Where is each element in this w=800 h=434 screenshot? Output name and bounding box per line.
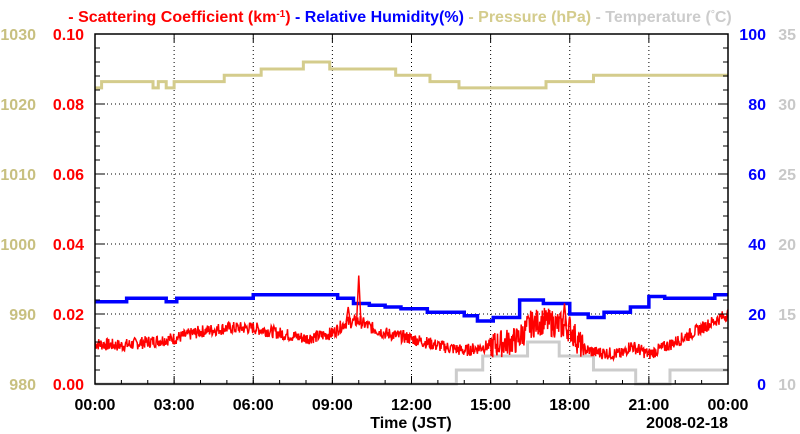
- scattering-tick-label: 0.04: [53, 237, 84, 254]
- humidity-tick-label: 40: [748, 237, 766, 254]
- humidity-tick-label: 60: [748, 167, 766, 184]
- x-tick-label: 06:00: [233, 397, 274, 414]
- scattering-tick-label: 0.00: [53, 377, 84, 394]
- legend-item: - Scattering Coefficient (km: [68, 9, 276, 26]
- legend-item: - Temperature (: [591, 9, 711, 26]
- grid: [95, 34, 728, 384]
- pressure-tick-label: 1020: [0, 97, 36, 114]
- series-pressure: [95, 60, 728, 90]
- series-scattering-coefficient: [94, 307, 729, 363]
- scattering-spike: [355, 275, 362, 322]
- scattering-tick-label: 0.10: [53, 27, 84, 44]
- humidity-tick-label: 100: [739, 27, 766, 44]
- temperature-tick-label: 20: [778, 237, 796, 254]
- series-relative-humidity: [95, 293, 728, 323]
- x-tick-label: 03:00: [154, 397, 195, 414]
- x-tick-label: 18:00: [549, 397, 590, 414]
- x-tick-label: 12:00: [391, 397, 432, 414]
- scattering-tick-label: 0.08: [53, 97, 84, 114]
- temperature-tick-label: 30: [778, 97, 796, 114]
- scattering-spike: [345, 306, 352, 323]
- pressure-tick-label: 990: [9, 307, 36, 324]
- legend-item: - Relative Humidity(%): [291, 9, 464, 26]
- scattering-spike: [561, 303, 568, 327]
- x-tick-label: 00:00: [75, 397, 116, 414]
- legend-item: - Pressure (hPa): [464, 9, 591, 26]
- temperature-tick-label: 25: [778, 167, 796, 184]
- temperature-tick-label: 10: [778, 377, 796, 394]
- temperature-tick-label: 35: [778, 27, 796, 44]
- legend: - Scattering Coefficient (km-1) - Relati…: [68, 9, 731, 27]
- legend-sup: °: [711, 9, 715, 20]
- ticks: 00:00 03:00 06:00 09:00 12:00 15:00 18:00 21:00…: [0, 27, 796, 414]
- humidity-tick-label: 0: [757, 377, 766, 394]
- legend-close: C): [715, 9, 732, 26]
- x-tick-label: 09:00: [312, 397, 353, 414]
- scattering-tick-label: 0.02: [53, 307, 84, 324]
- pressure-tick-label: 1000: [0, 237, 36, 254]
- date-label: 2008-02-18: [646, 415, 728, 432]
- x-axis-label: Time (JST): [370, 415, 452, 432]
- humidity-tick-label: 20: [748, 307, 766, 324]
- pressure-tick-label: 1030: [0, 27, 36, 44]
- humidity-tick-label: 80: [748, 97, 766, 114]
- x-tick-label: 00:00: [708, 397, 749, 414]
- legend-sup: -1: [276, 9, 285, 20]
- pressure-tick-label: 980: [9, 377, 36, 394]
- temperature-tick-label: 15: [778, 307, 796, 324]
- x-tick-label: 15:00: [470, 397, 511, 414]
- x-tick-label: 21:00: [628, 397, 669, 414]
- pressure-tick-label: 1010: [0, 167, 36, 184]
- legend-close: ): [285, 9, 290, 26]
- scattering-tick-label: 0.06: [53, 167, 84, 184]
